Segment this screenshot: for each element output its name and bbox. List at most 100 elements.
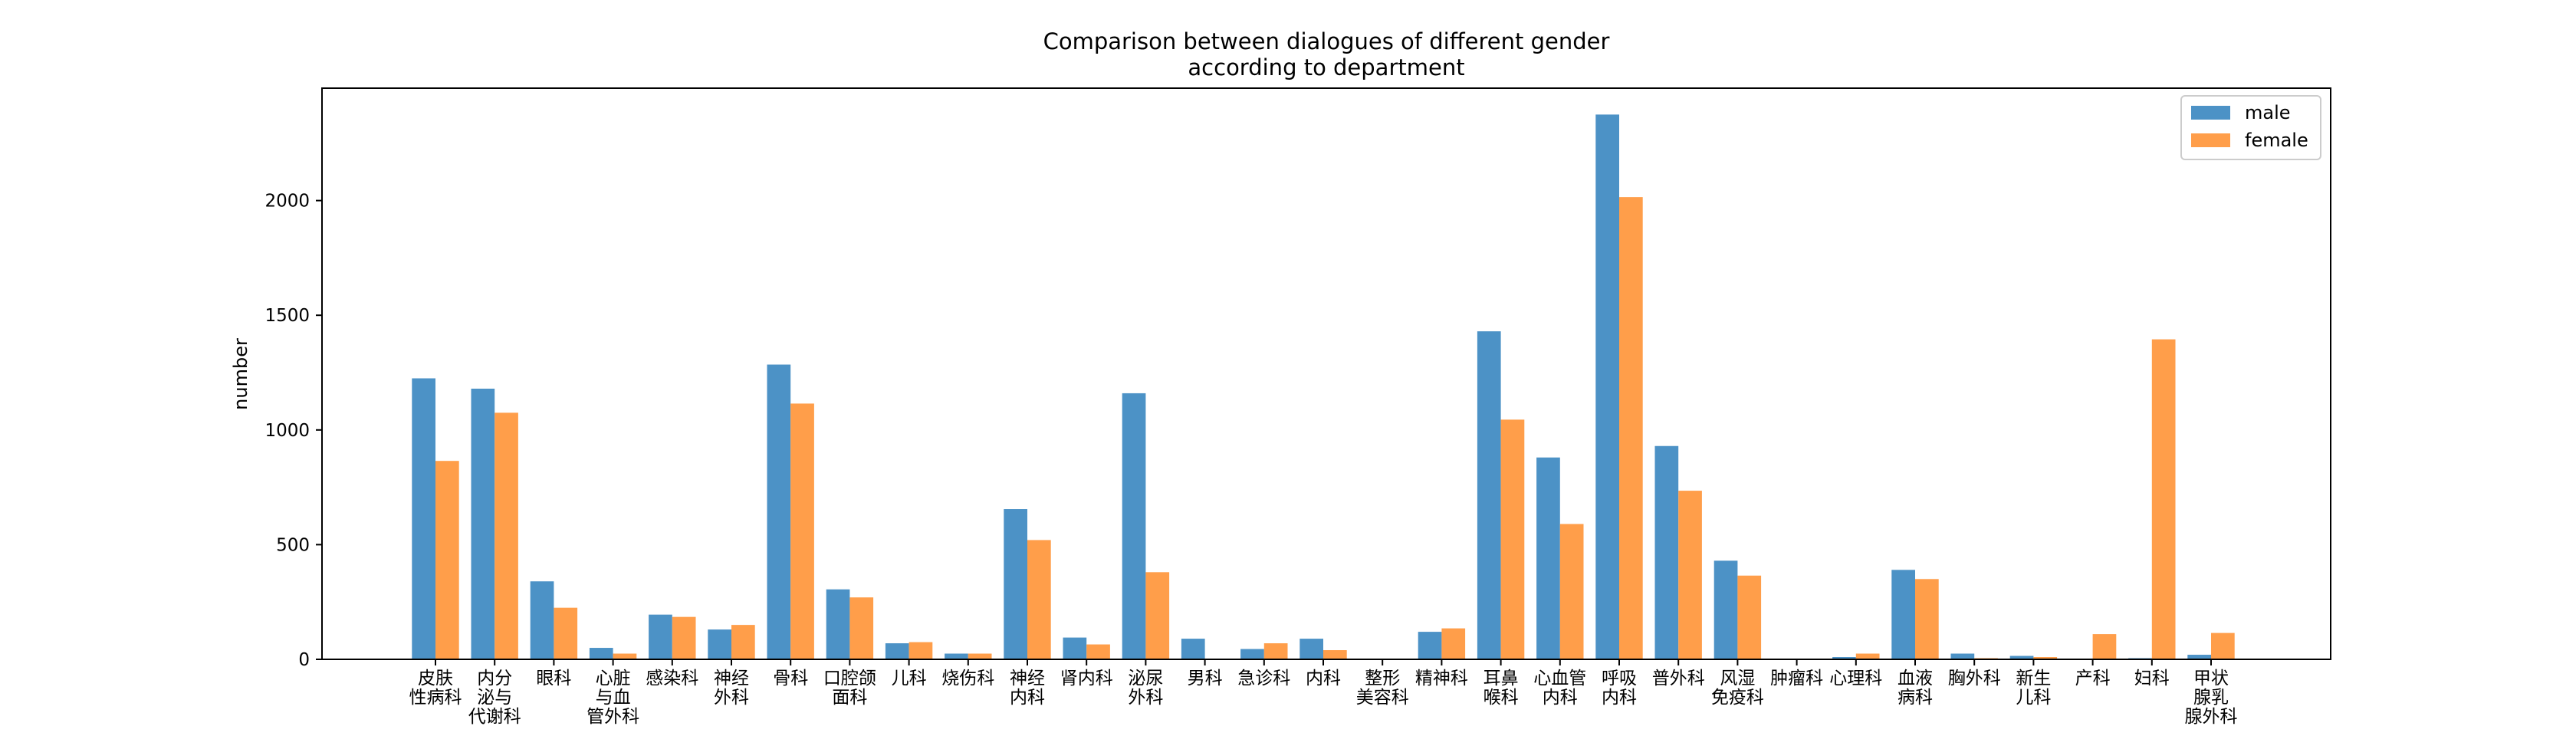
bar-male [530, 581, 554, 659]
bar-female [1145, 572, 1170, 659]
y-axis-label: number [230, 338, 251, 410]
bar-female [1441, 628, 1466, 659]
bar-female [554, 607, 578, 659]
x-tick-label: 面科 [832, 688, 867, 708]
x-tick-label: 肾内科 [1060, 669, 1113, 688]
bar-female [2033, 657, 2058, 659]
bar-male [1418, 632, 1442, 659]
bar-male [1950, 653, 1975, 659]
bar-male [412, 378, 435, 659]
bar-female [1027, 540, 1051, 659]
bar-male [589, 648, 613, 659]
bars [412, 114, 2235, 659]
x-tick-label: 精神科 [1415, 669, 1468, 688]
bar-male [1300, 639, 1323, 659]
bar-male [767, 364, 791, 659]
chart-title-line: according to department [1188, 54, 1464, 80]
x-tick-label: 胸外科 [1948, 669, 2001, 688]
x-tick-label: 心脏 [596, 669, 631, 688]
x-tick-label: 口腔颌 [823, 669, 876, 688]
y-tick-label: 1500 [264, 306, 310, 326]
bar-male [2009, 656, 2034, 659]
x-tick-label: 外科 [714, 688, 749, 708]
x-tick-label: 整形 [1365, 669, 1400, 688]
legend-label-female: female [2245, 130, 2308, 151]
bar-female [1915, 579, 1939, 659]
x-tick-label: 风湿 [1720, 669, 1755, 688]
bar-female [1086, 644, 1110, 659]
x-tick-label: 皮肤 [418, 669, 453, 688]
x-tick-label: 美容科 [1356, 688, 1409, 708]
bar-female [909, 642, 933, 659]
bar-female [1263, 643, 1288, 659]
bar-female [495, 412, 518, 659]
bar-male [885, 643, 909, 659]
plot-area [322, 88, 2331, 659]
chart-title-line: Comparison between dialogues of differen… [1043, 28, 1610, 54]
bar-female [435, 461, 459, 659]
x-tick-label: 腺乳 [2193, 688, 2229, 708]
bar-male [1122, 393, 1146, 659]
x-tick-label: 感染科 [646, 669, 698, 688]
x-tick-label: 烧伤科 [941, 669, 994, 688]
legend-swatch-female [2191, 133, 2230, 147]
x-tick-label: 呼吸 [1602, 669, 1637, 688]
x-tick-label: 内科 [1543, 688, 1578, 708]
x-tick-label: 内科 [1602, 688, 1637, 708]
x-tick-label: 血液 [1898, 669, 1933, 688]
x-tick-label: 男科 [1188, 669, 1223, 688]
chart-title: Comparison between dialogues of differen… [1043, 28, 1610, 80]
x-tick-label: 管外科 [586, 707, 639, 727]
x-tick-label: 神经 [1010, 669, 1045, 688]
bar-female [2092, 634, 2117, 659]
bar-female [1559, 524, 1584, 659]
x-tick-label: 肿瘤科 [1770, 669, 1823, 688]
bar-female [1855, 653, 1880, 659]
y-tick-label: 1000 [264, 421, 310, 441]
bar-female [1323, 650, 1347, 659]
bar-male [1063, 637, 1087, 659]
bar-female [2151, 339, 2176, 659]
y-tick-label: 500 [276, 535, 310, 555]
x-tick-label: 性病科 [409, 688, 462, 708]
y-axis: 0 500 1000 1500 2000 [264, 192, 322, 670]
x-tick-label: 妇科 [2134, 669, 2170, 688]
bar-female [1737, 575, 1762, 659]
bar-female [968, 653, 992, 659]
bar-male [1595, 114, 1619, 659]
x-tick-label: 内科 [1306, 669, 1341, 688]
bar-male [649, 614, 672, 659]
bar-male [1654, 445, 1679, 659]
bar-female [1619, 197, 1643, 659]
legend: male female [2180, 95, 2321, 160]
x-tick-label: 免疫科 [1711, 688, 1764, 708]
x-tick-label: 病科 [1898, 688, 1933, 708]
bar-female [613, 653, 637, 659]
x-tick-label: 新生 [2016, 669, 2051, 688]
x-tick-label: 内分 [477, 669, 512, 688]
legend-label-male: male [2245, 102, 2291, 123]
bar-male [1832, 657, 1856, 659]
x-tick-label: 喉科 [1484, 688, 1519, 708]
x-tick-label: 儿科 [892, 669, 927, 688]
bar-male [1891, 570, 1915, 659]
x-tick-label: 骨科 [773, 669, 808, 688]
x-tick-label: 外科 [1128, 688, 1163, 708]
bar-male [1240, 649, 1264, 659]
bar-male [826, 589, 850, 659]
bar-male [1714, 560, 1738, 659]
x-tick-label: 眼科 [536, 669, 571, 688]
x-tick-label: 心理科 [1829, 669, 1882, 688]
x-tick-label: 甲状 [2193, 669, 2229, 688]
bar-female [849, 597, 874, 659]
x-tick-label: 内科 [1010, 688, 1045, 708]
x-tick-label: 腺外科 [2185, 707, 2238, 727]
x-tick-label: 儿科 [2016, 688, 2051, 708]
bar-male [1477, 331, 1501, 659]
x-tick-label: 耳鼻 [1484, 669, 1519, 688]
x-tick-label: 产科 [2075, 669, 2111, 688]
bar-male [945, 653, 968, 659]
bar-female [1678, 491, 1702, 659]
bar-female [790, 403, 814, 659]
bar-female [672, 616, 696, 659]
